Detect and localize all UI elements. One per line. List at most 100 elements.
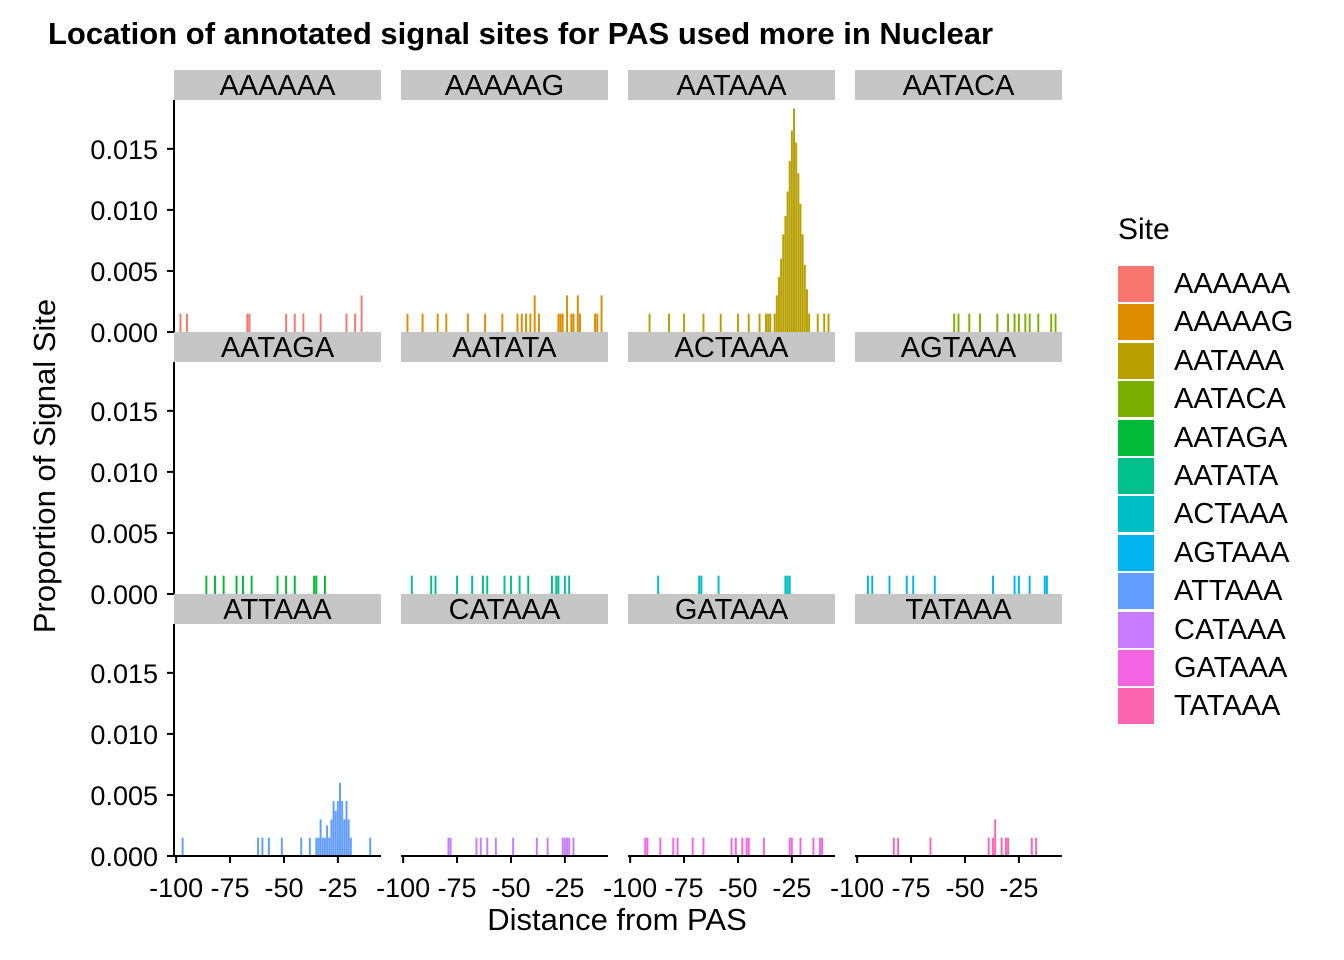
bar: [280, 837, 283, 856]
bar: [538, 313, 540, 332]
x-tick-label: -50: [718, 873, 757, 903]
bar: [691, 837, 694, 856]
bar: [816, 313, 819, 332]
bar: [257, 837, 260, 856]
y-tick-label: 0.010: [90, 196, 158, 226]
y-tick-label: 0.015: [90, 659, 158, 689]
bar: [805, 289, 808, 332]
facet-label: AATAGA: [221, 332, 335, 364]
x-tick-label: -75: [438, 873, 477, 903]
bar: [594, 313, 597, 332]
facet-label: GATAAA: [675, 594, 789, 626]
bar: [719, 313, 722, 332]
legend-label: GATAAA: [1174, 652, 1288, 684]
bar: [1028, 313, 1031, 332]
bar: [326, 825, 329, 856]
legend-key: [1118, 650, 1154, 686]
bar: [302, 313, 305, 332]
bar: [563, 837, 566, 856]
facet-strip: [174, 70, 381, 100]
bar: [788, 837, 791, 856]
bar: [912, 575, 915, 594]
x-tick-label: -25: [318, 873, 357, 903]
bar: [683, 313, 686, 332]
legend-key: [1118, 266, 1154, 302]
bar: [808, 313, 811, 332]
legend-label: AAAAAA: [1174, 268, 1291, 300]
bar: [1007, 837, 1010, 856]
bar: [456, 575, 459, 594]
bar: [360, 295, 363, 332]
facet-strip: [855, 70, 1062, 100]
x-tick-label: -100: [830, 873, 884, 903]
bar: [308, 837, 311, 856]
bar: [328, 837, 331, 856]
facet-label: ATTAAA: [223, 594, 332, 626]
bar: [700, 575, 703, 594]
bar: [527, 575, 530, 594]
bar: [250, 575, 253, 594]
bar: [563, 575, 566, 594]
legend-key: [1118, 534, 1154, 571]
bar: [466, 313, 469, 332]
bar: [871, 575, 874, 594]
y-axis-title: Proportion of Signal Site: [27, 299, 62, 633]
y-tick-label: 0.005: [90, 257, 158, 287]
bar: [698, 575, 701, 594]
bar: [933, 575, 936, 594]
legend-key: [1118, 342, 1154, 379]
bar: [293, 313, 296, 332]
x-tick-label: -75: [665, 873, 704, 903]
bar: [996, 313, 999, 332]
legend-title: Site: [1118, 213, 1170, 246]
legend-key: [1118, 381, 1154, 418]
bar: [730, 837, 733, 856]
x-tick-label: -50: [264, 873, 303, 903]
bar: [566, 295, 569, 332]
bar: [315, 575, 318, 594]
x-tick-label: -25: [999, 873, 1038, 903]
bar: [769, 313, 772, 332]
bar: [646, 837, 649, 856]
facet-label: ACTAAA: [675, 332, 790, 364]
x-tick-label: -75: [211, 873, 250, 903]
bar: [1000, 837, 1003, 856]
facet-strip: [855, 594, 1062, 624]
bar: [248, 313, 251, 332]
bar: [784, 216, 787, 332]
bar: [788, 575, 791, 594]
facet-strip: [401, 332, 608, 362]
legend-key: [1118, 611, 1154, 648]
bar: [1054, 313, 1057, 332]
bar: [765, 313, 767, 332]
bar: [1050, 313, 1053, 332]
legend-label: TATAAA: [1174, 690, 1281, 723]
bar: [345, 313, 348, 332]
bar: [741, 837, 744, 856]
bar: [546, 837, 549, 856]
bar: [430, 575, 433, 594]
bar: [702, 313, 705, 332]
bar: [559, 313, 562, 332]
bar: [246, 313, 249, 332]
chart-title: Location of annotated signal sites for P…: [48, 16, 994, 51]
bar: [501, 313, 504, 332]
bar: [767, 313, 770, 332]
bar: [406, 313, 409, 332]
bar: [1007, 313, 1010, 332]
bar: [336, 801, 339, 856]
bar: [185, 313, 188, 332]
bar: [987, 837, 990, 856]
bar: [557, 313, 560, 332]
bar: [979, 313, 982, 332]
bar: [578, 313, 581, 332]
y-tick-label: 0.000: [90, 318, 158, 348]
legend-key: [1118, 304, 1154, 341]
bar: [285, 575, 288, 594]
bar: [449, 837, 452, 856]
bar: [734, 837, 737, 856]
bar: [1013, 313, 1016, 332]
bar: [1045, 575, 1048, 594]
x-tick-label: -50: [945, 873, 984, 903]
bar: [790, 837, 793, 856]
